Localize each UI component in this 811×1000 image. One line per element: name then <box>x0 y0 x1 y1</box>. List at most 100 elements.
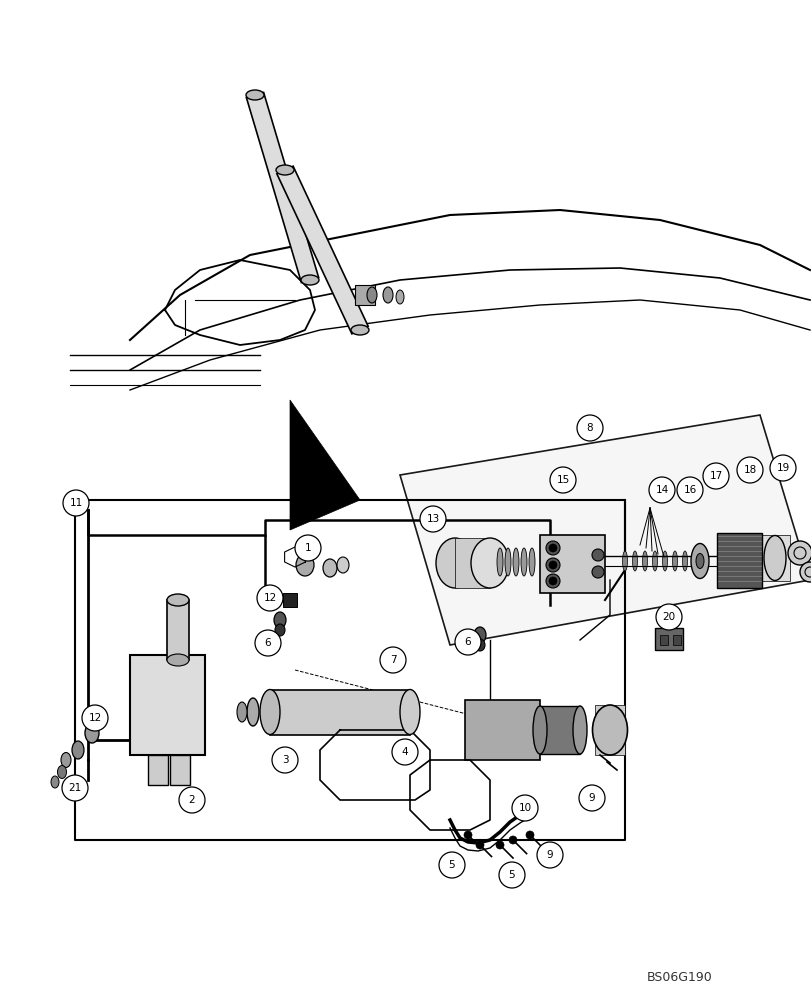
Circle shape <box>82 705 108 731</box>
Ellipse shape <box>383 287 393 303</box>
Bar <box>167 600 189 660</box>
Text: 8: 8 <box>586 423 593 433</box>
Circle shape <box>475 841 483 849</box>
Text: 7: 7 <box>389 655 396 665</box>
Polygon shape <box>277 166 367 334</box>
Circle shape <box>549 467 575 493</box>
Ellipse shape <box>61 752 71 768</box>
Ellipse shape <box>247 698 259 726</box>
Circle shape <box>463 831 471 839</box>
Text: 9: 9 <box>546 850 552 860</box>
Ellipse shape <box>690 544 708 578</box>
Circle shape <box>255 630 281 656</box>
Circle shape <box>62 775 88 801</box>
Circle shape <box>548 544 556 552</box>
Text: 2: 2 <box>188 795 195 805</box>
Circle shape <box>548 561 556 569</box>
Ellipse shape <box>504 548 510 576</box>
Ellipse shape <box>652 551 657 571</box>
Ellipse shape <box>682 551 687 571</box>
Text: 5: 5 <box>508 870 515 880</box>
Ellipse shape <box>51 776 59 788</box>
Ellipse shape <box>470 538 508 588</box>
Ellipse shape <box>260 690 280 734</box>
Ellipse shape <box>296 554 314 576</box>
Bar <box>270 690 410 735</box>
Circle shape <box>499 862 525 888</box>
Ellipse shape <box>167 594 189 606</box>
Ellipse shape <box>273 612 285 628</box>
Text: 12: 12 <box>88 713 101 723</box>
Text: 21: 21 <box>68 783 82 793</box>
Circle shape <box>512 795 538 821</box>
Circle shape <box>454 629 480 655</box>
Circle shape <box>419 506 445 532</box>
Circle shape <box>392 739 418 765</box>
Ellipse shape <box>367 287 376 303</box>
Circle shape <box>272 747 298 773</box>
Circle shape <box>655 604 681 630</box>
Ellipse shape <box>337 557 349 573</box>
Text: 18: 18 <box>742 465 756 475</box>
Text: 4: 4 <box>401 747 408 757</box>
Circle shape <box>526 831 534 839</box>
Circle shape <box>545 541 560 555</box>
Ellipse shape <box>496 548 502 576</box>
Ellipse shape <box>167 654 189 666</box>
Circle shape <box>702 463 728 489</box>
Circle shape <box>496 841 504 849</box>
Ellipse shape <box>275 624 285 636</box>
Circle shape <box>63 490 89 516</box>
Ellipse shape <box>662 551 667 571</box>
Ellipse shape <box>632 551 637 571</box>
Ellipse shape <box>350 325 368 335</box>
Ellipse shape <box>763 536 785 580</box>
Circle shape <box>257 585 283 611</box>
Text: 10: 10 <box>517 803 531 813</box>
Ellipse shape <box>592 705 627 755</box>
Circle shape <box>545 574 560 588</box>
Ellipse shape <box>672 551 676 571</box>
Text: 3: 3 <box>281 755 288 765</box>
Ellipse shape <box>323 559 337 577</box>
Ellipse shape <box>246 90 264 100</box>
Circle shape <box>787 541 811 565</box>
Circle shape <box>548 577 556 585</box>
Polygon shape <box>246 92 318 283</box>
Ellipse shape <box>521 548 526 576</box>
Bar <box>716 533 761 588</box>
Circle shape <box>578 785 604 811</box>
Bar <box>354 285 375 305</box>
Polygon shape <box>290 400 359 530</box>
Ellipse shape <box>695 554 703 568</box>
Ellipse shape <box>513 548 518 576</box>
Text: BS06G190: BS06G190 <box>646 971 712 984</box>
Text: 6: 6 <box>464 637 470 647</box>
Circle shape <box>577 415 603 441</box>
Bar <box>283 593 297 607</box>
Text: 9: 9 <box>588 793 594 803</box>
Text: 20: 20 <box>662 612 675 622</box>
Ellipse shape <box>85 723 99 743</box>
Circle shape <box>294 535 320 561</box>
Text: 1: 1 <box>304 543 311 553</box>
Ellipse shape <box>642 551 646 571</box>
Bar <box>761 535 789 581</box>
Text: 5: 5 <box>448 860 455 870</box>
Circle shape <box>380 647 406 673</box>
Circle shape <box>736 457 762 483</box>
Text: 15: 15 <box>556 475 569 485</box>
Bar <box>130 655 204 755</box>
Ellipse shape <box>474 627 486 643</box>
Bar <box>659 635 667 645</box>
Ellipse shape <box>276 165 294 175</box>
Bar <box>539 535 604 593</box>
Ellipse shape <box>436 538 474 588</box>
Ellipse shape <box>532 706 547 754</box>
Bar <box>594 705 624 755</box>
Circle shape <box>648 477 674 503</box>
Ellipse shape <box>396 290 404 304</box>
Ellipse shape <box>528 548 534 576</box>
Bar <box>654 628 682 650</box>
Circle shape <box>676 477 702 503</box>
